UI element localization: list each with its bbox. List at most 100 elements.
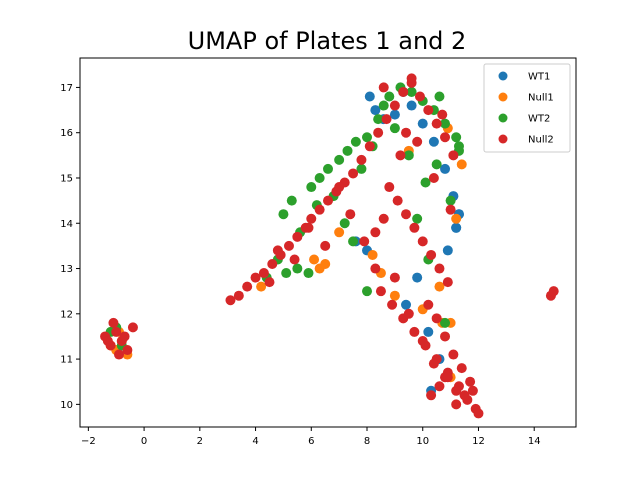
- point-null2: [423, 105, 434, 116]
- point-wt2: [323, 163, 333, 174]
- point-wt1: [451, 222, 462, 233]
- point-wt2: [431, 159, 442, 170]
- point-null2: [119, 331, 130, 342]
- point-wt2: [453, 141, 464, 152]
- legend-marker-null1: [498, 92, 508, 102]
- point-null2: [127, 322, 138, 333]
- legend-label-null1: Null1: [528, 93, 554, 104]
- y-tick-label: 17: [60, 83, 73, 94]
- point-wt2: [303, 268, 314, 279]
- point-wt2: [378, 100, 389, 111]
- point-wt2: [384, 91, 395, 102]
- y-tick-label: 11: [60, 355, 73, 366]
- point-null2: [409, 222, 420, 233]
- point-null2: [306, 213, 317, 224]
- point-null2: [378, 213, 389, 224]
- point-null2: [412, 136, 423, 147]
- point-null2: [250, 272, 261, 283]
- x-tick-label: 12: [472, 436, 485, 447]
- point-wt2: [434, 91, 445, 102]
- point-null1: [256, 281, 267, 292]
- point-null2: [389, 100, 400, 111]
- point-null2: [267, 259, 278, 270]
- point-null2: [434, 381, 445, 392]
- legend-marker-wt2: [498, 113, 508, 123]
- point-null2: [431, 313, 442, 324]
- point-null2: [437, 109, 448, 120]
- point-null2: [417, 236, 428, 247]
- point-wt2: [342, 145, 353, 156]
- point-wt1: [417, 118, 428, 129]
- point-null2: [428, 358, 439, 369]
- point-null2: [242, 281, 253, 292]
- chart-title: UMAP of Plates 1 and 2: [188, 27, 467, 55]
- point-wt2: [389, 123, 400, 134]
- point-wt2: [420, 177, 431, 188]
- point-null2: [345, 209, 356, 220]
- point-null2: [445, 204, 456, 215]
- point-null2: [395, 150, 406, 161]
- point-wt2: [440, 118, 451, 129]
- point-wt2: [278, 209, 289, 220]
- point-null2: [465, 376, 476, 387]
- point-null2: [392, 195, 403, 206]
- point-null2: [303, 222, 314, 233]
- point-null2: [334, 182, 345, 193]
- point-null2: [423, 299, 434, 310]
- point-wt2: [451, 132, 462, 143]
- point-null2: [272, 245, 283, 256]
- point-null2: [264, 277, 275, 288]
- point-null2: [359, 236, 370, 247]
- point-null1: [320, 259, 331, 270]
- point-null1: [456, 159, 467, 170]
- point-wt2: [412, 213, 423, 224]
- x-tick-label: 8: [364, 436, 370, 447]
- point-null2: [387, 299, 398, 310]
- point-wt1: [412, 272, 423, 283]
- point-null2: [378, 82, 389, 93]
- point-null2: [442, 277, 453, 288]
- point-wt2: [292, 263, 303, 274]
- point-null2: [283, 240, 294, 251]
- point-null2: [548, 286, 559, 297]
- point-null2: [431, 118, 442, 129]
- point-null2: [348, 168, 359, 179]
- point-null2: [401, 127, 412, 138]
- point-wt2: [356, 163, 367, 174]
- point-null2: [225, 295, 236, 306]
- point-null2: [398, 86, 409, 97]
- x-tick-label: 4: [252, 436, 258, 447]
- x-tick-label: 14: [528, 436, 541, 447]
- point-null2: [428, 172, 439, 183]
- x-tick-label: 0: [141, 436, 147, 447]
- point-null2: [375, 286, 386, 297]
- point-wt2: [373, 114, 384, 125]
- point-null2: [289, 254, 300, 265]
- data-points: [100, 73, 559, 419]
- point-null2: [448, 349, 459, 360]
- point-null2: [417, 335, 428, 346]
- point-null2: [389, 272, 400, 283]
- point-wt2: [334, 154, 345, 165]
- point-null2: [258, 268, 269, 279]
- x-tick-label: −2: [81, 436, 96, 447]
- point-wt2: [314, 172, 325, 183]
- point-wt2: [440, 317, 451, 328]
- point-null2: [370, 227, 381, 238]
- point-wt2: [403, 150, 414, 161]
- point-null2: [384, 182, 395, 193]
- y-tick-label: 10: [60, 400, 73, 411]
- plot-area-frame: [79, 57, 577, 428]
- y-tick-label: 13: [60, 264, 73, 275]
- point-null2: [364, 141, 375, 152]
- point-wt1: [401, 299, 412, 310]
- point-null1: [434, 281, 445, 292]
- point-null2: [292, 231, 303, 242]
- legend-label-null2: Null2: [528, 135, 554, 146]
- point-wt1: [364, 91, 375, 102]
- legend-marker-wt1: [498, 71, 508, 81]
- point-wt1: [440, 163, 451, 174]
- point-null2: [401, 209, 412, 220]
- point-wt2: [339, 218, 350, 229]
